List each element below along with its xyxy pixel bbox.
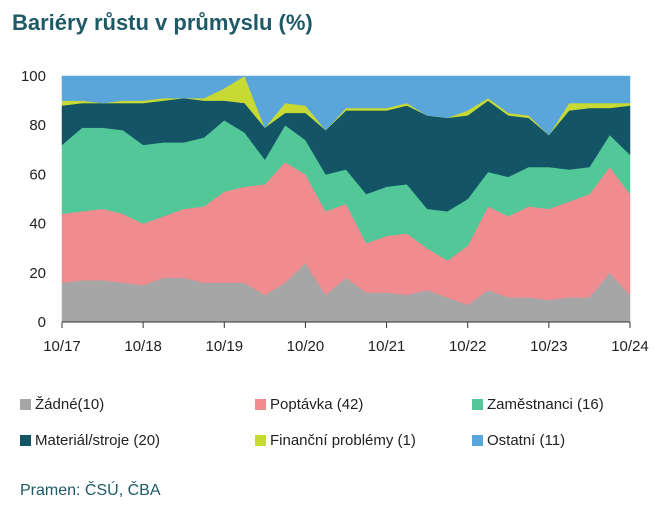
legend-swatch	[472, 435, 483, 446]
legend-item: Finanční problémy (1)	[255, 432, 416, 449]
legend-label: Žádné(10)	[35, 396, 105, 413]
legend-swatch	[255, 399, 266, 410]
x-tick-label: 10/20	[287, 338, 325, 355]
area-series-5	[61, 75, 631, 136]
legend-swatch	[20, 399, 31, 410]
legend-label: Poptávka (42)	[270, 396, 364, 413]
legend-item: Materiál/stroje (20)	[20, 432, 160, 449]
legend-item: Zaměstnanci (16)	[472, 396, 604, 413]
y-tick-label: 20	[29, 265, 46, 282]
x-tick-label: 10/21	[368, 338, 406, 355]
x-tick-label: 10/18	[124, 338, 162, 355]
x-tick-label: 10/24	[611, 338, 649, 355]
legend-label: Materiál/stroje (20)	[35, 432, 161, 449]
legend-item: Žádné(10)	[20, 396, 104, 413]
x-tick-label: 10/23	[530, 338, 568, 355]
x-tick-label: 10/22	[449, 338, 487, 355]
legend-item: Ostatní (11)	[472, 432, 565, 449]
y-tick-label: 100	[21, 68, 46, 85]
y-axis: 0 20 40 60 80 100	[21, 68, 46, 331]
x-axis: 10/17 10/18 10/19 10/20 10/21 10/22 10/23 10/24	[43, 321, 649, 355]
legend-label: Zaměstnanci (16)	[487, 396, 604, 413]
x-tick-label: 10/19	[206, 338, 244, 355]
y-tick-label: 60	[29, 166, 46, 183]
chart-title: Bariéry růstu v průmyslu (%)	[12, 10, 313, 35]
source-note: Pramen: ČSÚ, ČBA	[20, 482, 161, 499]
area-series-group	[61, 75, 631, 323]
legend-swatch	[255, 435, 266, 446]
y-tick-label: 80	[29, 117, 46, 134]
y-tick-label: 40	[29, 216, 46, 233]
x-tick-label: 10/17	[43, 338, 81, 355]
legend-label: Ostatní (11)	[487, 432, 566, 449]
y-tick-label: 0	[38, 314, 46, 331]
legend-item: Poptávka (42)	[255, 396, 363, 413]
legend-swatch	[472, 399, 483, 410]
legend-label: Finanční problémy (1)	[270, 432, 416, 449]
legend-swatch	[20, 435, 31, 446]
